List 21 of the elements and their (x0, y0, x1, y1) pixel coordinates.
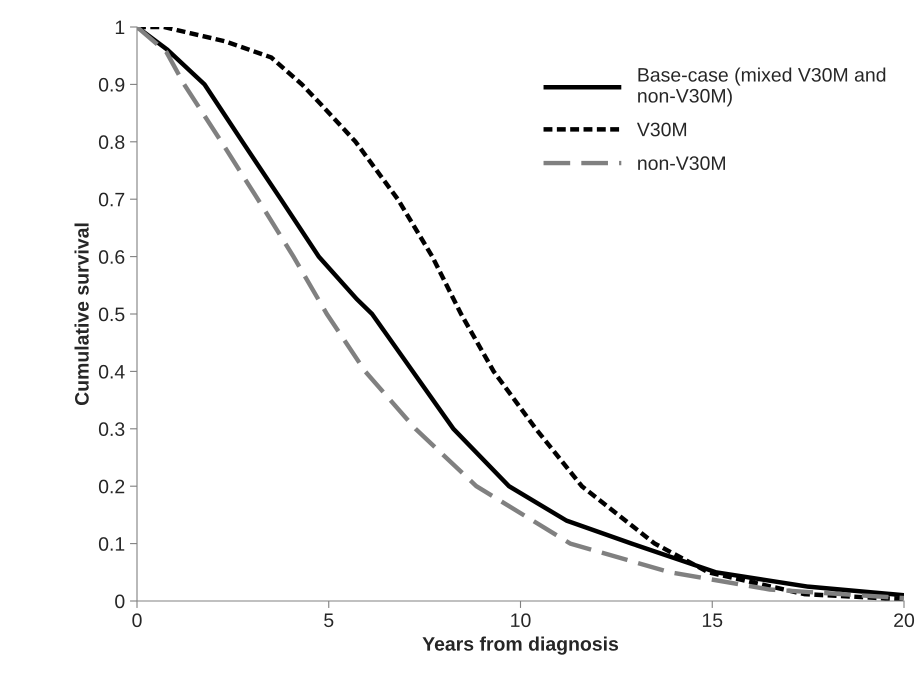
y-tick-label: 0.1 (98, 537, 124, 551)
y-tick-label: 0 (115, 594, 124, 608)
y-tick-label: 0.2 (98, 480, 124, 494)
y-tick-label: 0.5 (98, 307, 124, 322)
x-tick-label: 20 (894, 613, 914, 628)
y-tick-label: 0.9 (98, 78, 124, 92)
y-tick-label: 0.7 (98, 192, 124, 206)
y-tick-label: 0.8 (98, 135, 124, 150)
x-tick-label: 10 (511, 613, 531, 628)
y-axis-title: Cumulative survival (74, 224, 89, 406)
y-tick-label: 0.6 (98, 250, 124, 264)
x-axis-title: Years from diagnosis (422, 636, 618, 655)
x-tick-label: 5 (324, 614, 334, 628)
x-tick-label: 15 (702, 614, 722, 628)
legend-label: V30M (636, 122, 686, 136)
y-tick-label: 0.4 (98, 364, 125, 379)
y-tick-label: 0.3 (98, 422, 124, 436)
x-tick-label: 0 (132, 613, 142, 628)
legend-label: non-V30M (638, 156, 725, 170)
legend-label: Base-case (mixed V30M and non-V30M) (638, 67, 886, 107)
y-tick-label: 1 (116, 20, 124, 34)
